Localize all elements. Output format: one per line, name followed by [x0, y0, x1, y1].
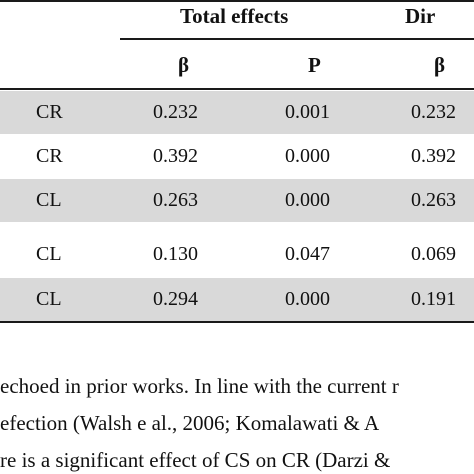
cell-total-p: 0.000 [285, 189, 330, 211]
cell-total-beta: 0.232 [153, 101, 198, 123]
cell-direct-beta: 0.191 [411, 288, 456, 310]
column-header-beta: β [178, 53, 190, 77]
cell-total-p: 0.000 [285, 145, 330, 167]
cell-direct-beta: 0.263 [411, 189, 456, 211]
cell-total-beta: 0.263 [153, 189, 198, 211]
cell-direct-beta: 0.392 [411, 145, 456, 167]
cell-total-beta: 0.294 [153, 288, 198, 310]
column-header-p: P [308, 53, 321, 77]
column-header-direct-beta: β [434, 53, 446, 77]
table-row: CL 0.263 0.000 0.263 [0, 179, 474, 222]
body-text-line: echoed in prior works. In line with the … [0, 374, 399, 398]
cell-path: CL [36, 243, 62, 265]
body-text-line: re is a significant effect of CS on CR (… [0, 448, 391, 472]
cell-direct-beta: 0.069 [411, 243, 456, 265]
cell-path: CL [36, 189, 62, 211]
cell-direct-beta: 0.232 [411, 101, 456, 123]
cell-path: CR [36, 101, 63, 123]
table-row: CL 0.130 0.047 0.069 [0, 233, 474, 276]
cell-total-p: 0.047 [285, 243, 330, 265]
cell-total-p: 0.000 [285, 288, 330, 310]
cell-total-p: 0.001 [285, 101, 330, 123]
body-text-line: efection (Walsh e al., 2006; Komalawati … [0, 411, 380, 435]
table-row: CR 0.232 0.001 0.232 [0, 91, 474, 134]
table-row: CL 0.294 0.000 0.191 [0, 278, 474, 321]
header-direct-effects: Dir [405, 4, 436, 28]
group-header-rule [120, 38, 474, 40]
cell-path: CR [36, 145, 63, 167]
table-bottom-rule [0, 321, 474, 323]
header-bottom-rule [0, 88, 474, 90]
table-top-rule [0, 0, 474, 2]
cell-total-beta: 0.392 [153, 145, 198, 167]
header-total-effects: Total effects [180, 4, 289, 28]
table-row: CR 0.392 0.000 0.392 [0, 135, 474, 178]
cell-total-beta: 0.130 [153, 243, 198, 265]
cell-path: CL [36, 288, 62, 310]
